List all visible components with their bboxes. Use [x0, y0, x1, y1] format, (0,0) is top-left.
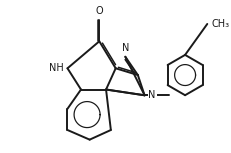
Text: N: N: [149, 90, 156, 100]
Text: O: O: [95, 6, 103, 16]
Text: NH: NH: [49, 63, 64, 73]
Text: N: N: [122, 43, 129, 53]
Text: CH₃: CH₃: [211, 19, 229, 29]
